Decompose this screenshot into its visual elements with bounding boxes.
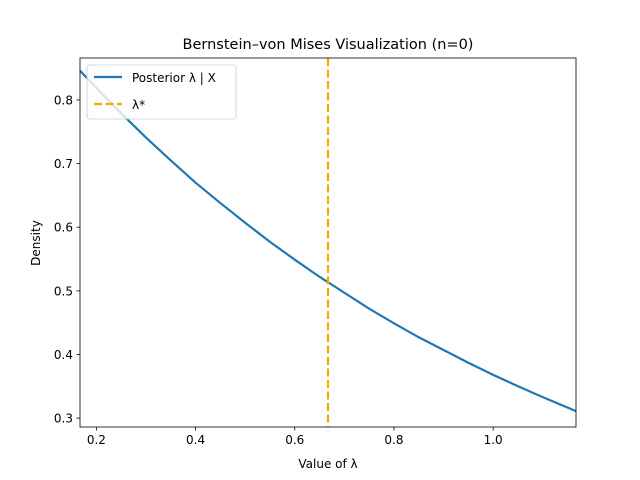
- x-tick-label: 0.2: [87, 433, 106, 447]
- chart-title: Bernstein–von Mises Visualization (n=0): [183, 37, 474, 53]
- x-tick-label: 0.6: [285, 433, 304, 447]
- x-tick-label: 0.8: [384, 433, 403, 447]
- legend-label-lambda-star: λ*: [132, 98, 145, 112]
- y-tick-label: 0.3: [54, 412, 73, 426]
- y-tick-label: 0.7: [54, 157, 73, 171]
- x-axis: 0.2 0.4 0.6 0.8 1.0: [87, 427, 503, 447]
- x-tick-label: 1.0: [484, 433, 503, 447]
- plot-frame: [79, 57, 577, 428]
- y-axis-label: Density: [29, 220, 43, 266]
- y-tick-label: 0.6: [54, 221, 73, 235]
- x-tick-label: 0.4: [186, 433, 205, 447]
- legend-box: [86, 64, 237, 120]
- y-tick-label: 0.5: [54, 284, 73, 298]
- y-tick-label: 0.4: [54, 348, 73, 362]
- legend: Posterior λ | X λ*: [86, 64, 237, 120]
- y-tick-label: 0.8: [54, 93, 73, 107]
- x-axis-label: Value of λ: [298, 457, 357, 471]
- y-axis: 0.3 0.4 0.5 0.6 0.7 0.8: [54, 93, 80, 426]
- legend-label-posterior: Posterior λ | X: [132, 71, 216, 85]
- series-line-posterior: [79, 69, 577, 413]
- series-layer: [79, 58, 577, 427]
